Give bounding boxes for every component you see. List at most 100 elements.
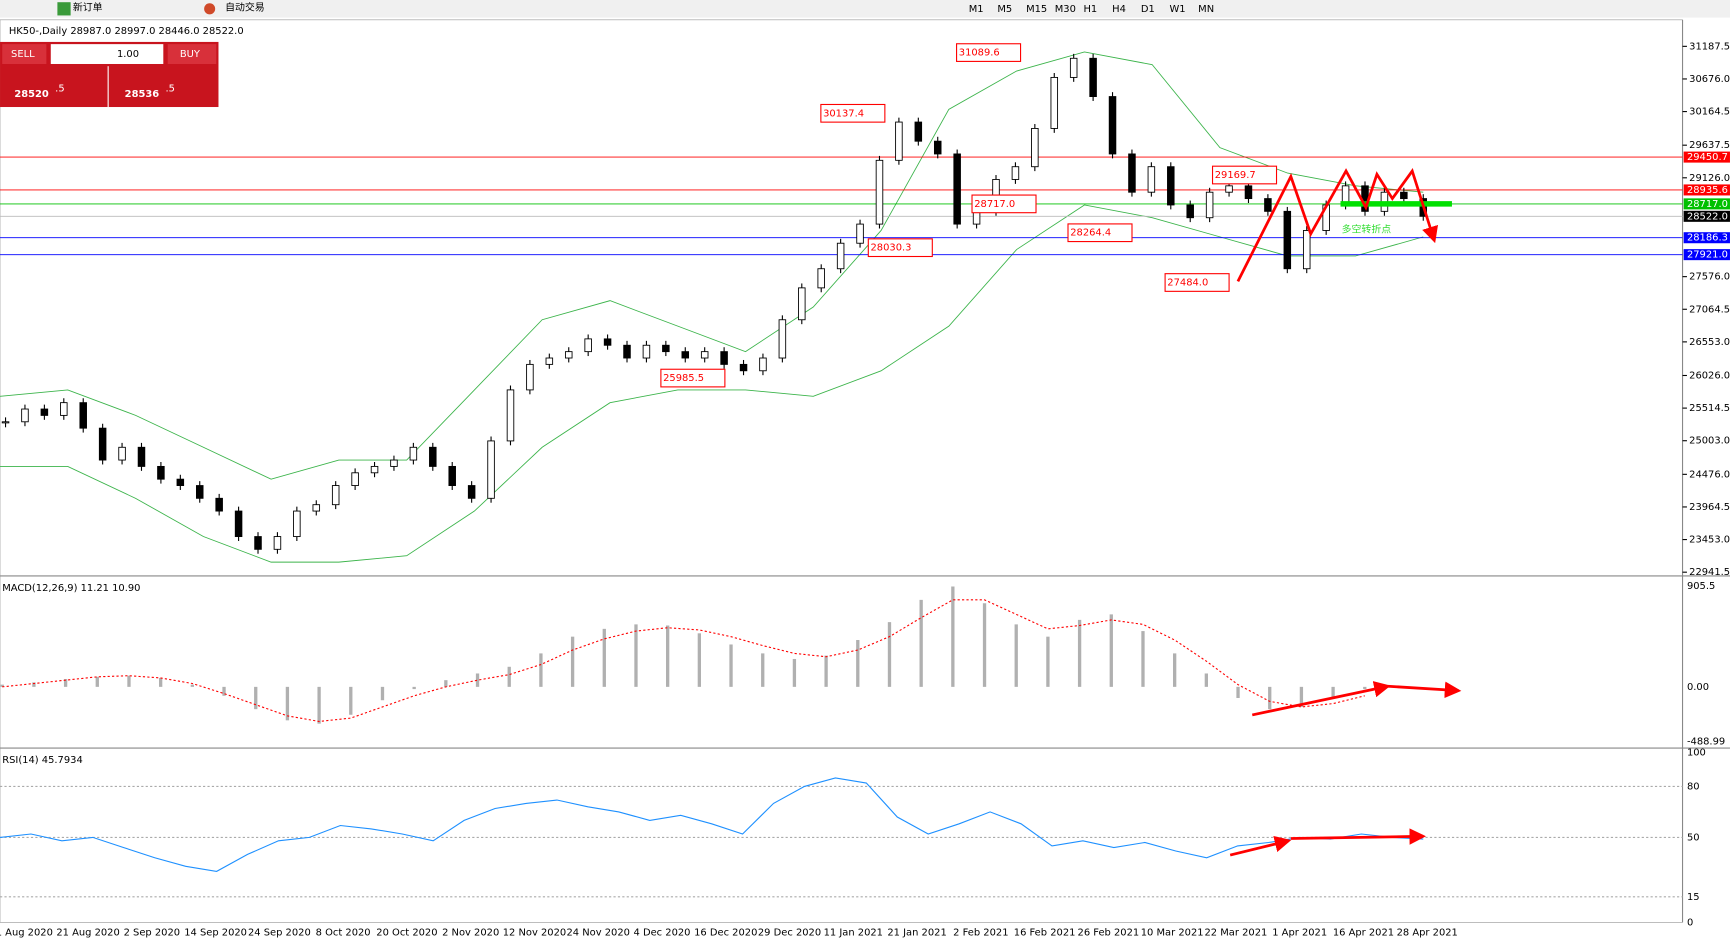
candle — [642, 344, 651, 359]
auto-trading-icon[interactable] — [204, 3, 216, 15]
price-tick-label: 24476.0 — [1689, 469, 1730, 480]
date-label: 8 Oct 2020 — [316, 927, 371, 938]
timeframe[interactable]: M15 — [1026, 4, 1047, 15]
timeframe[interactable]: H4 — [1112, 4, 1126, 15]
candle — [681, 351, 690, 359]
timeframe[interactable]: M30 — [1055, 4, 1076, 15]
candle — [98, 427, 107, 461]
macd-tick-label: 0.00 — [1687, 682, 1709, 693]
candle — [875, 159, 884, 225]
candle — [1011, 166, 1020, 180]
candle — [662, 344, 670, 353]
price-tick-label: 27576.0 — [1689, 272, 1730, 283]
candle — [778, 319, 787, 359]
date-label: 1 Apr 2021 — [1272, 927, 1327, 938]
candle — [312, 504, 321, 512]
date-label: 16 Dec 2020 — [694, 927, 757, 938]
price-tag — [1683, 232, 1730, 244]
price-tag-label: 28717.0 — [1687, 199, 1728, 210]
price-tag — [1683, 210, 1730, 222]
sell-label[interactable]: SELL — [11, 49, 35, 60]
candle — [390, 459, 398, 467]
price-tick-label: 26026.0 — [1689, 370, 1730, 381]
candle — [895, 121, 903, 161]
annotation-box — [971, 194, 1037, 214]
candle — [1244, 185, 1253, 200]
candle — [40, 408, 49, 416]
arrow — [1236, 167, 1439, 282]
candle — [933, 140, 942, 155]
candle — [409, 446, 418, 461]
candle — [60, 402, 68, 416]
chart-title: HK50-,Daily 28987.0 28997.0 28446.0 2852… — [9, 26, 244, 37]
date-label: 24 Sep 2020 — [248, 927, 311, 938]
candle — [1225, 185, 1233, 193]
annotation: 25985.5 — [663, 373, 704, 384]
candle — [759, 357, 767, 372]
rsi-line — [0, 777, 1424, 872]
macd-tick-label: 905.5 — [1687, 581, 1715, 592]
buy-label[interactable]: BUY — [180, 49, 201, 60]
date-label: 11 Jan 2021 — [824, 927, 883, 938]
arrow — [1290, 828, 1427, 845]
candle — [1089, 57, 1097, 97]
buy-price-frac[interactable]: .5 — [166, 83, 175, 94]
timeframe[interactable]: W1 — [1170, 4, 1186, 15]
price-tag — [1683, 151, 1730, 163]
candle — [215, 497, 223, 512]
candle — [1205, 191, 1214, 219]
new-order-icon[interactable] — [57, 2, 71, 16]
toolbar — [0, 0, 1730, 18]
candle — [1147, 166, 1156, 193]
timeframe[interactable]: M1 — [969, 4, 984, 15]
candle — [623, 344, 631, 359]
candle — [1283, 210, 1292, 270]
candle — [584, 338, 592, 353]
sell-price[interactable]: 28520 — [14, 89, 49, 100]
date-label: 4 Dec 2020 — [634, 927, 691, 938]
candle — [351, 472, 359, 486]
rsi-label: RSI(14) 45.7934 — [2, 755, 83, 766]
lot[interactable]: 1.00 — [117, 49, 139, 60]
date-label: 20 Oct 2020 — [376, 927, 437, 938]
candle — [817, 268, 825, 289]
timeframe[interactable]: D1 — [1141, 4, 1155, 15]
price-tick-label: 25514.5 — [1689, 403, 1730, 414]
rsi-tick-label: 80 — [1687, 781, 1700, 792]
auto-trading[interactable]: 自动交易 — [225, 1, 265, 14]
price-tag — [1683, 184, 1730, 196]
timeframe[interactable]: MN — [1198, 4, 1214, 15]
new-order[interactable]: 新订单 — [73, 1, 103, 14]
candle — [1400, 191, 1408, 200]
price-tick-label: 22941.5 — [1689, 567, 1730, 578]
candle — [856, 223, 864, 244]
bollinger-band — [0, 51, 1424, 480]
arrow — [1387, 681, 1462, 699]
macd-label: MACD(12,26,9) 11.21 10.90 — [2, 583, 140, 594]
lot-input[interactable] — [50, 44, 164, 64]
candle — [1264, 198, 1272, 212]
date-label: 2 Nov 2020 — [442, 927, 499, 938]
candle — [526, 363, 534, 391]
rsi-tick-label: 15 — [1687, 892, 1700, 903]
candle — [1050, 76, 1059, 129]
buy-button[interactable] — [167, 44, 217, 64]
chart-area — [0, 19, 1683, 923]
candle — [429, 446, 437, 467]
candle — [293, 510, 301, 538]
timeframe[interactable]: M5 — [997, 4, 1012, 15]
date-label: 16 Apr 2021 — [1333, 927, 1394, 938]
price-tick-label: 29126.0 — [1689, 173, 1730, 184]
candle — [1302, 230, 1311, 270]
candle — [176, 478, 185, 486]
annotation-box — [1164, 273, 1230, 292]
timeframe[interactable]: H1 — [1083, 4, 1097, 15]
annotation-box — [820, 103, 886, 123]
buy-price[interactable]: 28536 — [125, 89, 160, 100]
sell-price-frac[interactable]: .5 — [55, 83, 64, 94]
date-label: 14 Sep 2020 — [184, 927, 247, 938]
annotation-box — [1067, 223, 1133, 243]
annotation: 27484.0 — [1167, 278, 1208, 289]
trend-arrows — [1229, 167, 1462, 857]
sell-button[interactable] — [2, 44, 47, 64]
